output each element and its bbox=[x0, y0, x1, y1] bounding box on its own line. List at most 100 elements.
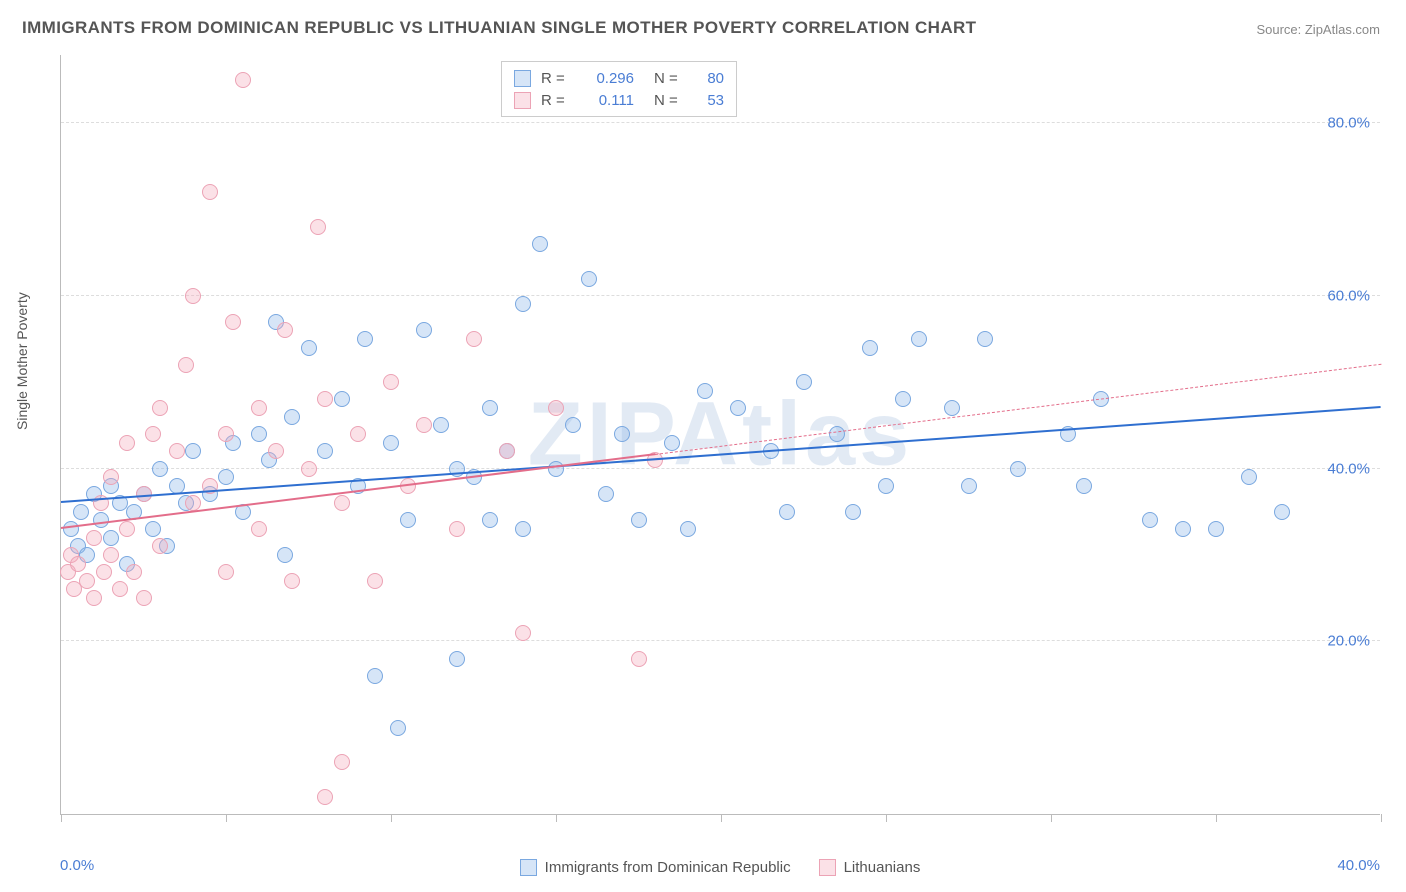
data-point bbox=[977, 331, 993, 347]
data-point bbox=[334, 391, 350, 407]
data-point bbox=[96, 564, 112, 580]
data-point bbox=[449, 521, 465, 537]
data-point bbox=[218, 426, 234, 442]
x-tick bbox=[61, 814, 62, 822]
source-link[interactable]: ZipAtlas.com bbox=[1305, 22, 1380, 37]
data-point bbox=[961, 478, 977, 494]
data-point bbox=[284, 409, 300, 425]
x-tick bbox=[226, 814, 227, 822]
data-point bbox=[218, 469, 234, 485]
data-point bbox=[845, 504, 861, 520]
data-point bbox=[334, 754, 350, 770]
trend-line bbox=[61, 406, 1381, 503]
data-point bbox=[697, 383, 713, 399]
data-point bbox=[515, 625, 531, 641]
legend-row: R =0.296N =80 bbox=[514, 67, 724, 89]
data-point bbox=[466, 331, 482, 347]
data-point bbox=[185, 288, 201, 304]
data-point bbox=[565, 417, 581, 433]
data-point bbox=[796, 374, 812, 390]
data-point bbox=[169, 443, 185, 459]
data-point bbox=[1076, 478, 1092, 494]
data-point bbox=[829, 426, 845, 442]
legend-swatch bbox=[819, 859, 836, 876]
data-point bbox=[779, 504, 795, 520]
data-point bbox=[383, 374, 399, 390]
data-point bbox=[383, 435, 399, 451]
data-point bbox=[145, 521, 161, 537]
data-point bbox=[334, 495, 350, 511]
x-tick bbox=[721, 814, 722, 822]
data-point bbox=[317, 391, 333, 407]
data-point bbox=[126, 564, 142, 580]
data-point bbox=[631, 651, 647, 667]
data-point bbox=[145, 426, 161, 442]
data-point bbox=[112, 581, 128, 597]
legend-swatch bbox=[514, 92, 531, 109]
data-point bbox=[895, 391, 911, 407]
data-point bbox=[515, 296, 531, 312]
data-point bbox=[1241, 469, 1257, 485]
data-point bbox=[449, 651, 465, 667]
data-point bbox=[548, 461, 564, 477]
data-point bbox=[367, 668, 383, 684]
x-tick bbox=[556, 814, 557, 822]
data-point bbox=[482, 512, 498, 528]
data-point bbox=[218, 564, 234, 580]
data-point bbox=[136, 590, 152, 606]
data-point bbox=[103, 530, 119, 546]
data-point bbox=[317, 443, 333, 459]
data-point bbox=[185, 495, 201, 511]
data-point bbox=[178, 357, 194, 373]
data-point bbox=[251, 426, 267, 442]
data-point bbox=[416, 417, 432, 433]
data-point bbox=[277, 547, 293, 563]
plot-area: ZIPAtlas R =0.296N =80R =0.111N =53 20.0… bbox=[60, 55, 1380, 815]
legend-series-name: Lithuanians bbox=[844, 859, 921, 876]
data-point bbox=[103, 469, 119, 485]
series-legend: Immigrants from Dominican Republic Lithua… bbox=[60, 859, 1380, 876]
data-point bbox=[310, 219, 326, 235]
data-point bbox=[416, 322, 432, 338]
legend-row: R =0.111N =53 bbox=[514, 89, 724, 111]
watermark: ZIPAtlas bbox=[528, 383, 913, 486]
data-point bbox=[251, 521, 267, 537]
data-point bbox=[1142, 512, 1158, 528]
data-point bbox=[1010, 461, 1026, 477]
gridline bbox=[61, 468, 1380, 469]
legend-swatch bbox=[514, 70, 531, 87]
legend-item: Immigrants from Dominican Republic bbox=[520, 859, 791, 876]
data-point bbox=[225, 314, 241, 330]
data-point bbox=[1208, 521, 1224, 537]
data-point bbox=[268, 443, 284, 459]
data-point bbox=[367, 573, 383, 589]
data-point bbox=[1274, 504, 1290, 520]
data-point bbox=[730, 400, 746, 416]
gridline bbox=[61, 640, 1380, 641]
data-point bbox=[86, 590, 102, 606]
data-point bbox=[103, 547, 119, 563]
legend-r-value: 0.111 bbox=[579, 92, 634, 109]
gridline bbox=[61, 122, 1380, 123]
x-tick bbox=[1216, 814, 1217, 822]
correlation-legend: R =0.296N =80R =0.111N =53 bbox=[501, 61, 737, 117]
data-point bbox=[548, 400, 564, 416]
x-tick bbox=[886, 814, 887, 822]
data-point bbox=[499, 443, 515, 459]
data-point bbox=[119, 435, 135, 451]
data-point bbox=[581, 271, 597, 287]
y-axis-label: Single Mother Poverty bbox=[14, 292, 30, 430]
data-point bbox=[400, 512, 416, 528]
data-point bbox=[152, 400, 168, 416]
legend-n-label: N = bbox=[654, 70, 682, 87]
source-attribution: Source: ZipAtlas.com bbox=[1256, 22, 1380, 37]
data-point bbox=[63, 521, 79, 537]
legend-n-value: 80 bbox=[692, 70, 724, 87]
data-point bbox=[277, 322, 293, 338]
data-point bbox=[301, 340, 317, 356]
data-point bbox=[119, 521, 135, 537]
data-point bbox=[185, 443, 201, 459]
data-point bbox=[251, 400, 267, 416]
data-point bbox=[390, 720, 406, 736]
data-point bbox=[598, 486, 614, 502]
